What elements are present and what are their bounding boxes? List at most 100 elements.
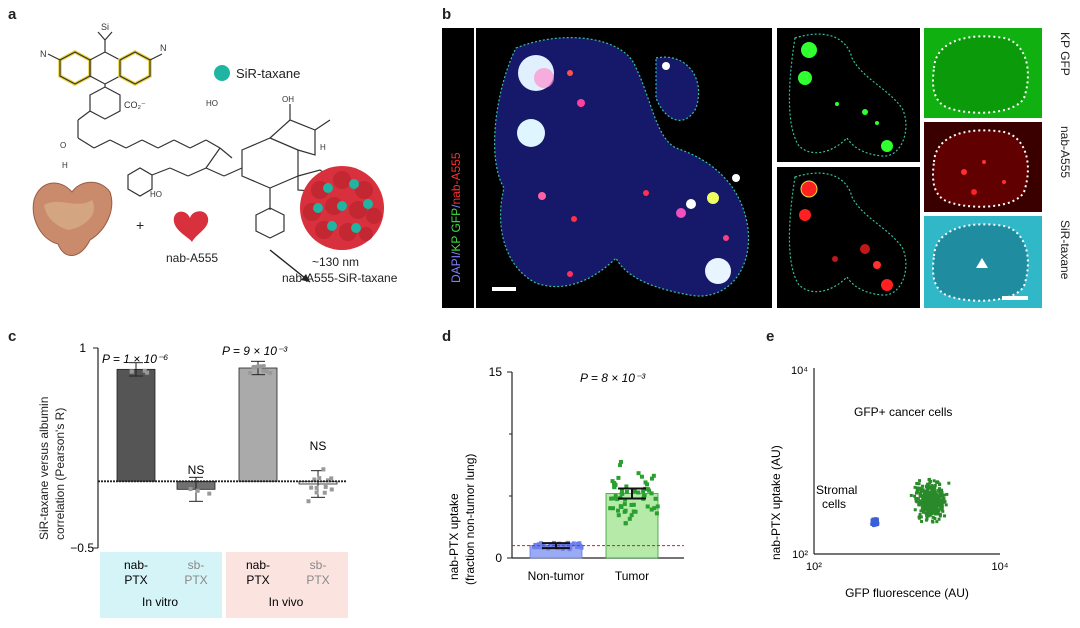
d-point (618, 463, 623, 468)
d-point (651, 473, 656, 478)
d-point (642, 493, 647, 498)
cancer-cell-point (930, 484, 934, 488)
cancer-cell-point (925, 499, 929, 503)
cancer-cell-point (925, 494, 929, 498)
d-ytick-top: 15 (489, 365, 503, 379)
in-vivo-box (226, 552, 348, 618)
stromal-label-1: Stromal (816, 483, 857, 497)
cancer-cell-point (929, 495, 933, 499)
d-point (578, 543, 583, 548)
panel-a-letter: a (8, 6, 17, 23)
uptake-bar-chart: nab-PTX uptake (fraction non-tumor lung)… (447, 365, 684, 585)
cancer-cell-point (928, 481, 932, 485)
c-point (321, 467, 326, 472)
d-point (611, 506, 616, 511)
stromal-cell-point (875, 517, 879, 521)
cancer-cell-point (945, 492, 949, 496)
d-point (556, 544, 561, 549)
d-point (622, 502, 627, 507)
sir-taxane-side-label: SiR-taxane (1058, 220, 1072, 280)
c-cat-3-line2: PTX (246, 573, 269, 587)
a555-channel-image (777, 167, 920, 308)
cancer-cell-point (913, 485, 917, 489)
cancer-cell-point (942, 500, 946, 504)
flow-scatter-plot: nab-PTX uptake (AU) 10⁴ 10² 10² 10⁴ GFP … (769, 365, 1009, 600)
cancer-cell-point (931, 520, 935, 524)
cancer-cell-point (932, 498, 936, 502)
d-point (652, 506, 657, 511)
cancer-cell-point (927, 478, 931, 482)
c-point (312, 477, 317, 482)
cancer-cell-point (930, 485, 934, 489)
stromal-cell-point (873, 521, 877, 525)
d-point (548, 542, 553, 547)
cancer-cell-point (917, 501, 921, 505)
cancer-cell-point (933, 483, 937, 487)
cancer-cell-point (921, 499, 925, 503)
d-ylabel-1: nab-PTX uptake (447, 493, 461, 580)
cancer-cell-point (935, 480, 939, 484)
d-point (609, 496, 614, 501)
reaction-arrow (269, 249, 311, 283)
cancer-cell-point (947, 481, 951, 485)
stromal-label-2: cells (822, 497, 846, 511)
cancer-cell-point (918, 492, 922, 496)
cancer-cell-point (939, 498, 943, 502)
cancer-cell-point (940, 502, 944, 506)
cancer-cell-point (940, 494, 944, 498)
cancer-cell-point (938, 483, 942, 487)
c-point (323, 484, 328, 489)
kp-gfp-zoom-image (924, 28, 1042, 118)
nab-a555-label: nab-A555 (166, 251, 218, 265)
size-label: ~130 nm (312, 255, 359, 269)
cancer-cell-point (929, 499, 933, 503)
cancer-cell-point (925, 508, 929, 512)
cancer-cell-point (932, 510, 936, 514)
d-point (569, 542, 574, 547)
cancer-cell-point (920, 507, 924, 511)
cancer-cell-point (916, 489, 920, 493)
cancer-cell-point (938, 514, 942, 518)
cancer-cell-point (934, 507, 938, 511)
cancer-cell-point (937, 509, 941, 513)
cancer-cell-point (927, 504, 931, 508)
cancer-cell-point (917, 515, 921, 519)
d-point (636, 471, 641, 476)
d-point (558, 543, 563, 548)
d-point (655, 504, 660, 509)
c-point (317, 476, 322, 481)
d-point (533, 542, 538, 547)
cancer-cell-point (928, 501, 932, 505)
stromal-cell-point (872, 518, 876, 522)
c-point (329, 487, 334, 492)
d-point (576, 541, 581, 546)
scale-bar (492, 287, 516, 291)
cancer-cell-point (928, 491, 932, 495)
cancer-cell-point (934, 504, 938, 508)
cancer-cell-point (935, 520, 939, 524)
nab-a555-zoom-image (924, 122, 1042, 212)
c-cat-3-line1: nab- (246, 558, 270, 572)
cancer-cell-point (918, 486, 922, 490)
cancer-cell-point (935, 500, 939, 504)
c-pvalue-1: P = 1 × 10⁻⁶ (102, 352, 168, 366)
taxane-structure (127, 104, 337, 239)
in-vivo-label: In vivo (269, 595, 304, 609)
c-point (188, 487, 193, 492)
sir-taxane-legend-label: SiR-taxane (236, 66, 300, 81)
cancer-cell-point (923, 499, 927, 503)
cancer-cell-point (916, 497, 920, 501)
c-point (256, 364, 261, 369)
co2-label: CO₂⁻ (124, 100, 146, 110)
c-ns-2: NS (310, 439, 327, 453)
cancer-cell-point (913, 508, 917, 512)
cancer-cell-point (932, 500, 936, 504)
c-cat-1-line1: nab- (124, 558, 148, 572)
panel-d-letter: d (442, 328, 452, 345)
cancer-cell-point (936, 507, 940, 511)
d-point (608, 506, 613, 511)
stromal-cell-point (872, 523, 876, 527)
cancer-cell-point (921, 484, 925, 488)
svg-text:N: N (40, 49, 47, 59)
d-point (636, 490, 641, 495)
